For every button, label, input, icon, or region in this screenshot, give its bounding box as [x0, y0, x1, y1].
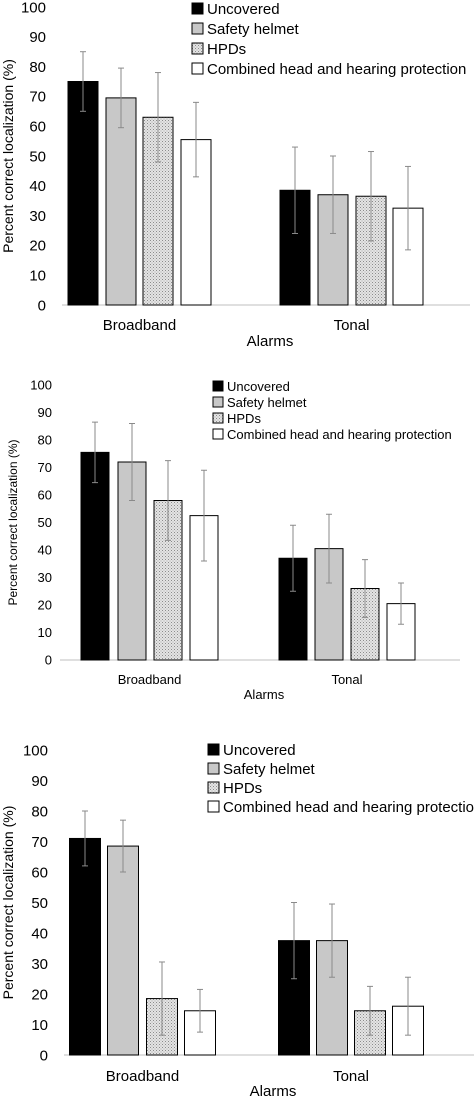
x-category-label: Broadband — [103, 317, 176, 334]
legend-label: HPDs — [207, 41, 246, 58]
y-tick-label: 100 — [23, 742, 48, 759]
legend-label: Uncovered — [207, 1, 280, 18]
y-tick-label: 60 — [31, 864, 48, 881]
y-tick-label: 20 — [29, 238, 46, 255]
x-category-label: Broadband — [106, 1068, 179, 1085]
y-tick-label: 10 — [31, 1017, 48, 1034]
x-category-label: Tonal — [334, 317, 370, 334]
x-category-label: Tonal — [331, 672, 362, 687]
y-tick-label: 10 — [29, 267, 46, 284]
bar-uncovered-broadband — [69, 837, 101, 1056]
x-axis-title: Alarms — [247, 333, 294, 350]
x-category-label: Broadband — [118, 672, 182, 687]
chart-1: 0 10 20 30 40 50 60 70 80 90 100 Broadband Tonal Alar… — [0, 0, 470, 350]
y-tick-label: 60 — [38, 488, 52, 503]
y-tick-label: 30 — [29, 208, 46, 225]
y-tick-label: 30 — [31, 956, 48, 973]
y-tick-label: 80 — [31, 803, 48, 820]
y-tick-label: 100 — [30, 378, 52, 393]
bar-safety-helmet-broadband — [105, 97, 137, 306]
y-tick-label: 90 — [29, 29, 46, 46]
legend-swatch — [207, 800, 220, 813]
legend-swatch — [212, 396, 224, 408]
y-tick-label: 40 — [38, 543, 52, 558]
legend-swatch — [207, 781, 220, 794]
bar-uncovered-broadband — [67, 81, 99, 306]
y-tick-label: 20 — [38, 598, 52, 613]
legend-label: HPDs — [227, 411, 261, 426]
legend-label: Combined head and hearing protection — [227, 427, 452, 442]
legend-label: Uncovered — [227, 379, 290, 394]
x-axis-title: Alarms — [250, 1083, 297, 1098]
legend-swatch — [212, 380, 224, 392]
legend-label: Combined head and hearing protection — [207, 61, 466, 78]
legend-label: Safety helmet — [227, 395, 307, 410]
legend-swatch — [207, 762, 220, 775]
y-tick-label: 40 — [31, 925, 48, 942]
legend-label: Safety helmet — [207, 21, 300, 38]
y-tick-label: 0 — [45, 653, 52, 668]
legend-label: Safety helmet — [223, 761, 316, 778]
y-tick-label: 10 — [38, 625, 52, 640]
y-tick-label: 0 — [40, 1047, 48, 1064]
y-tick-label: 90 — [31, 773, 48, 790]
y-tick-label: 60 — [29, 118, 46, 135]
legend-label: HPDs — [223, 780, 262, 797]
bar-safety-helmet-broadband — [107, 845, 139, 1056]
legend-swatch — [191, 22, 204, 35]
bar-hpds-tonal — [350, 588, 380, 661]
chart-2: 0 10 20 30 40 50 60 70 80 90 100 Broadband Tonal Alar… — [6, 378, 460, 702]
y-axis-title: Percent correct localization (%) — [0, 806, 16, 1000]
y-tick-label: 30 — [38, 570, 52, 585]
legend-swatch — [212, 412, 224, 424]
y-tick-label: 40 — [29, 178, 46, 195]
bar-uncovered-broadband — [80, 451, 110, 661]
x-axis-title: Alarms — [244, 687, 285, 702]
y-tick-label: 80 — [29, 59, 46, 76]
y-tick-label: 80 — [38, 433, 52, 448]
legend-swatch — [191, 42, 204, 55]
y-tick-label: 50 — [38, 515, 52, 530]
y-tick-label: 100 — [21, 0, 46, 16]
y-axis-title: Percent correct localization (%) — [6, 439, 20, 605]
y-tick-label: 20 — [31, 986, 48, 1003]
y-tick-label: 70 — [38, 460, 52, 475]
y-tick-label: 50 — [31, 895, 48, 912]
y-tick-label: 50 — [29, 148, 46, 165]
y-tick-label: 70 — [31, 834, 48, 851]
legend-swatch — [191, 62, 204, 75]
legend-label: Combined head and hearing protection — [223, 799, 474, 816]
chart-3: 0 10 20 30 40 50 60 70 80 90 100 Broadband Tonal Alar… — [0, 742, 474, 1098]
y-tick-label: 0 — [38, 297, 46, 314]
x-category-label: Tonal — [333, 1068, 369, 1085]
y-tick-label: 70 — [29, 89, 46, 106]
y-axis-title: Percent correct localization (%) — [0, 59, 16, 253]
y-tick-label: 90 — [38, 405, 52, 420]
legend-swatch — [207, 743, 220, 756]
legend-label: Uncovered — [223, 742, 296, 759]
legend-swatch — [212, 428, 224, 440]
legend-swatch — [191, 2, 204, 15]
